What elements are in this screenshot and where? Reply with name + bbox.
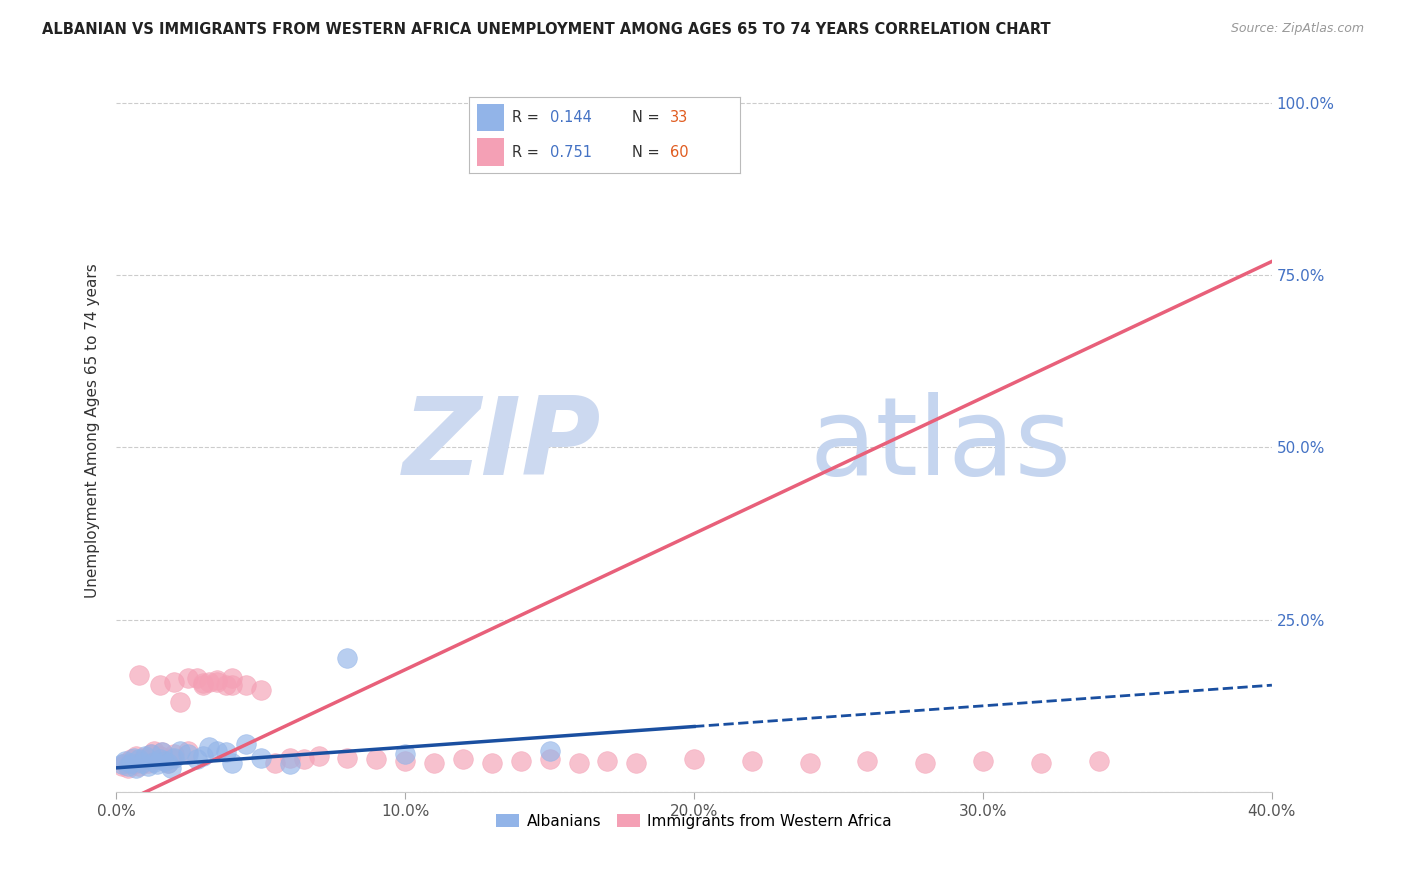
Point [191,749,214,764]
Point [117,758,139,772]
Point [157,756,180,770]
Point [249,683,271,698]
Point [1087,754,1109,768]
Point [235,737,257,751]
Point [134,750,156,764]
Point [596,754,619,768]
Text: atlas: atlas [810,392,1071,498]
Point [163,747,186,761]
Point [134,749,156,764]
Point [136,758,159,772]
Point [221,671,243,685]
Point [157,756,180,770]
Point [142,744,165,758]
Y-axis label: Unemployment Among Ages 65 to 74 years: Unemployment Among Ages 65 to 74 years [86,263,100,598]
Point [169,695,191,709]
Text: ALBANIAN VS IMMIGRANTS FROM WESTERN AFRICA UNEMPLOYMENT AMONG AGES 65 TO 74 YEAR: ALBANIAN VS IMMIGRANTS FROM WESTERN AFRI… [42,22,1050,37]
Point [177,747,200,761]
Point [120,756,142,770]
Point [972,754,994,768]
Point [235,678,257,692]
Text: ZIP: ZIP [404,392,602,498]
Point [683,752,706,766]
Point [111,757,134,772]
Point [292,752,315,766]
Point [221,678,243,692]
Point [169,744,191,758]
Point [149,752,172,766]
Point [145,752,167,766]
Point [626,756,648,770]
Point [366,752,388,766]
Point [423,756,446,770]
Point [394,754,416,768]
Point [1029,756,1052,770]
Point [128,668,150,682]
Point [163,674,186,689]
Point [191,676,214,690]
Point [111,758,134,772]
Point [114,756,136,770]
Point [799,756,821,770]
Point [139,747,162,761]
Point [567,756,589,770]
Point [152,745,174,759]
Point [142,756,165,770]
Point [149,749,172,764]
Point [197,674,219,689]
Point [177,744,200,758]
Point [117,761,139,775]
Point [114,754,136,768]
Point [139,747,162,761]
Point [538,752,561,766]
Point [125,749,148,764]
Point [120,752,142,766]
Point [538,744,561,758]
Point [152,745,174,759]
Point [155,754,177,768]
Point [207,744,229,758]
Point [149,678,172,692]
Point [207,673,229,688]
Point [336,650,359,665]
Point [249,750,271,764]
Point [122,757,145,772]
Point [163,750,186,764]
Point [186,671,208,685]
Point [509,754,531,768]
Point [128,752,150,766]
Point [394,747,416,761]
Point [336,750,359,764]
Point [160,750,183,764]
Point [308,749,330,764]
Point [191,678,214,692]
Point [131,756,153,770]
Point [155,754,177,768]
Point [177,671,200,685]
Point [278,750,301,764]
Point [914,756,936,770]
Point [128,758,150,772]
Point [278,757,301,772]
Point [207,674,229,689]
Point [451,752,474,766]
Point [215,678,238,692]
Point [186,752,208,766]
Point [136,756,159,770]
Point [741,754,763,768]
Point [856,754,879,768]
Legend: Albanians, Immigrants from Western Africa: Albanians, Immigrants from Western Afric… [491,807,898,835]
Point [131,754,153,768]
Point [125,761,148,775]
Point [197,740,219,755]
Point [221,756,243,770]
Point [481,756,503,770]
Point [160,761,183,775]
Point [264,756,287,770]
Point [122,750,145,764]
Text: Source: ZipAtlas.com: Source: ZipAtlas.com [1230,22,1364,36]
Point [145,757,167,772]
Point [215,745,238,759]
